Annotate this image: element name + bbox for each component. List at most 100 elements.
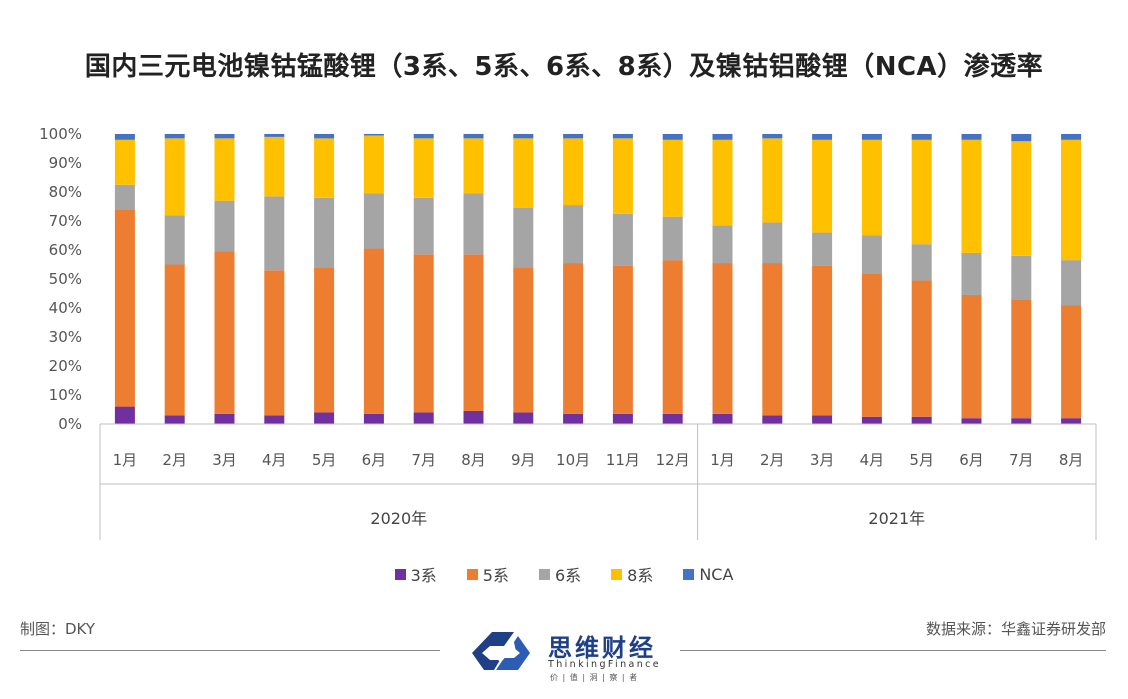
x-tick-label: 1月 — [710, 451, 735, 469]
bar-segment-8系 — [712, 139, 733, 226]
y-tick-label: 10% — [49, 386, 82, 404]
bar-segment-NCA — [563, 134, 584, 139]
bar-segment-5系 — [214, 251, 235, 414]
legend-label: 3系 — [410, 566, 437, 585]
y-tick-label: 80% — [49, 183, 82, 201]
x-tick-label: 10月 — [556, 451, 590, 469]
x-tick-label: 6月 — [959, 451, 984, 469]
x-tick-label: 7月 — [1009, 451, 1034, 469]
x-tick-label: 3月 — [810, 451, 835, 469]
bar-segment-8系 — [463, 138, 484, 194]
stacked-bar-chart: 0% 10% 20% 30% 40% 50% 60% 70% 80% 90% 100% 1月 2月 3月 4… — [39, 125, 1097, 540]
bar-segment-5系 — [413, 254, 434, 413]
y-tick-label: 0% — [58, 415, 82, 433]
bar-segment-NCA — [961, 134, 982, 140]
y-tick-label: 30% — [49, 328, 82, 346]
bar-segment-NCA — [214, 134, 235, 139]
bar-segment-6系 — [463, 193, 484, 255]
brand-tagline: 价 | 值 | 洞 | 察 | 者 — [550, 673, 639, 682]
legend-swatch — [683, 568, 695, 580]
bar-segment-6系 — [612, 213, 633, 266]
bar-segment-5系 — [1011, 299, 1032, 419]
bar-segment-3系 — [164, 415, 185, 424]
x-tick-label: 4月 — [262, 451, 287, 469]
bar-segment-6系 — [363, 193, 384, 249]
bar-segment-NCA — [612, 134, 633, 139]
bar-segment-NCA — [861, 134, 882, 140]
bar-segment-NCA — [314, 134, 335, 139]
y-tick-label: 40% — [49, 299, 82, 317]
legend-label: NCA — [699, 564, 734, 584]
bar-segment-6系 — [114, 184, 135, 210]
bar-segment-8系 — [861, 139, 882, 236]
x-tick-label: 7月 — [411, 451, 436, 469]
bar-segment-6系 — [911, 244, 932, 281]
bar-segment-6系 — [214, 200, 235, 252]
bar-segment-NCA — [712, 134, 733, 140]
bar-segment-8系 — [114, 139, 135, 185]
bar-segment-5系 — [861, 273, 882, 417]
source-label: 数据来源：华鑫证券研发部 — [925, 620, 1106, 638]
bar-segment-5系 — [314, 267, 335, 413]
legend-swatch — [611, 568, 623, 580]
bar-segment-3系 — [1011, 418, 1032, 424]
x-tick-label: 5月 — [909, 451, 934, 469]
x-tick-label: 2月 — [760, 451, 785, 469]
bar-segment-3系 — [612, 413, 633, 424]
x-tick-label: 9月 — [511, 451, 536, 469]
bar-segment-6系 — [314, 197, 335, 268]
x-tick-label: 2月 — [162, 451, 187, 469]
x-tick-label: 1月 — [113, 451, 138, 469]
bar-segment-5系 — [164, 264, 185, 416]
bar-segment-5系 — [812, 265, 833, 416]
x-tick-label: 5月 — [312, 451, 337, 469]
y-tick-label: 50% — [49, 270, 82, 288]
bar-segment-3系 — [1061, 418, 1082, 424]
bar-segment-8系 — [612, 138, 633, 214]
legend-label: 6系 — [554, 566, 582, 585]
bar-segment-NCA — [812, 134, 833, 140]
bar-segment-8系 — [961, 139, 982, 253]
legend-item: 3系 — [394, 562, 437, 586]
bar-segment-6系 — [961, 252, 982, 295]
bar-segment-5系 — [712, 263, 733, 414]
bar-segment-3系 — [861, 416, 882, 424]
x-tick-label: 6月 — [362, 451, 387, 469]
bar-segment-5系 — [961, 294, 982, 419]
bar-segment-3系 — [463, 410, 484, 424]
bar-segment-3系 — [662, 413, 683, 424]
bar-segment-6系 — [762, 222, 783, 264]
brand-name: 思维财经 — [548, 634, 656, 662]
bar-segment-5系 — [762, 263, 783, 416]
bar-segment-6系 — [413, 197, 434, 255]
y-tick-label: 100% — [39, 125, 82, 143]
footer-divider-left — [20, 650, 440, 651]
y-tick-label: 60% — [49, 241, 82, 259]
bar-segment-3系 — [314, 412, 335, 424]
bar-segment-NCA — [363, 134, 384, 136]
bar-segment-NCA — [1061, 134, 1082, 140]
bar-segment-5系 — [911, 280, 932, 417]
brand-name-en: ThinkingFinance — [548, 659, 662, 670]
bar-segment-NCA — [662, 134, 683, 140]
bar-segment-8系 — [1061, 139, 1082, 261]
bar-segment-3系 — [114, 406, 135, 424]
y-tick-label: 70% — [49, 212, 82, 230]
x-tick-label: 3月 — [212, 451, 237, 469]
bar-segment-6系 — [563, 205, 584, 264]
legend-item: 6系 — [538, 562, 582, 586]
bar-segment-8系 — [812, 139, 833, 233]
bar-segment-8系 — [762, 138, 783, 223]
bar-segment-6系 — [1011, 255, 1032, 300]
bar-segment-NCA — [762, 134, 783, 139]
bar-segment-NCA — [1011, 134, 1032, 142]
bar-segment-8系 — [264, 136, 285, 197]
bar-segment-8系 — [164, 138, 185, 216]
bar-segment-5系 — [612, 265, 633, 414]
bar-segment-3系 — [214, 413, 235, 424]
group-label: 2021年 — [868, 509, 925, 528]
made-by-label: 制图：DKY — [20, 620, 96, 638]
legend-item: 8系 — [611, 562, 653, 586]
bar-segment-NCA — [114, 134, 135, 140]
x-tick-label: 8月 — [1059, 451, 1084, 469]
